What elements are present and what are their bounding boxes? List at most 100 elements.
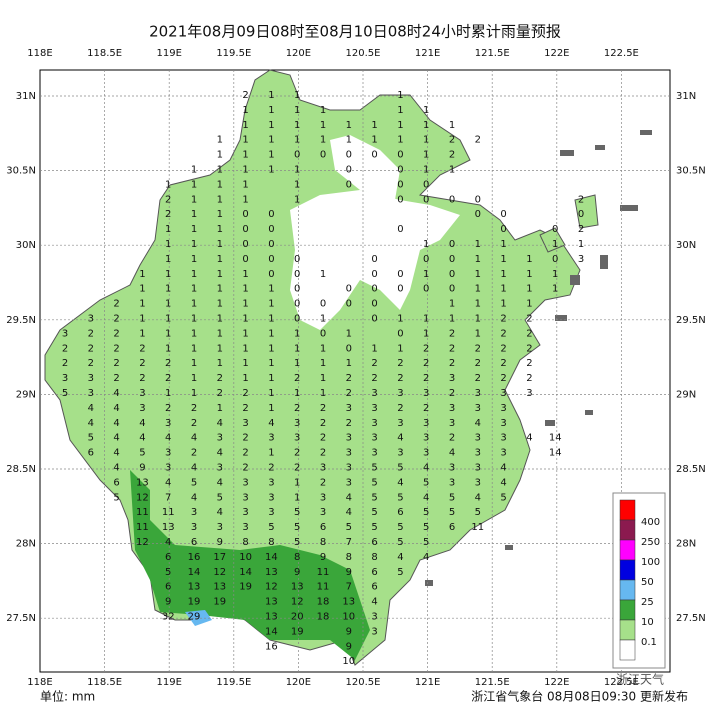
rain-value: 1 xyxy=(242,284,248,295)
rain-value: 1 xyxy=(294,194,300,205)
lat-label: 30.5N xyxy=(6,166,36,177)
graticule xyxy=(40,70,670,672)
rain-value: 1 xyxy=(217,299,223,310)
rain-value: 2 xyxy=(526,314,532,325)
rain-value: 19 xyxy=(239,582,252,593)
rain-value: 5 xyxy=(371,507,377,518)
rain-value: 2 xyxy=(475,135,481,146)
rain-value: 0 xyxy=(320,328,326,339)
rain-value: 4 xyxy=(371,597,377,608)
rain-value: 2 xyxy=(294,373,300,384)
rain-value: 1 xyxy=(139,328,145,339)
rain-value: 1 xyxy=(500,269,506,280)
rain-value: 1 xyxy=(139,314,145,325)
rain-value: 3 xyxy=(88,314,94,325)
rain-value: 3 xyxy=(268,507,274,518)
rain-value: 0 xyxy=(423,179,429,190)
rain-value: 7 xyxy=(165,492,171,503)
rain-value: 0 xyxy=(242,209,248,220)
rain-value: 5 xyxy=(62,388,68,399)
rain-value: 6 xyxy=(320,522,326,533)
rain-value: 1 xyxy=(294,135,300,146)
rain-value: 1 xyxy=(268,150,274,161)
rain-value: 1 xyxy=(423,150,429,161)
lon-label: 121.5E xyxy=(475,677,510,688)
rain-value: 1 xyxy=(552,284,558,295)
rain-value: 1 xyxy=(268,328,274,339)
rain-value: 5 xyxy=(217,492,223,503)
rain-value: 6 xyxy=(449,522,455,533)
rain-value: 1 xyxy=(242,165,248,176)
rain-value: 1 xyxy=(423,314,429,325)
rain-value: 1 xyxy=(268,135,274,146)
rain-value: 1 xyxy=(191,209,197,220)
rain-value: 3 xyxy=(371,626,377,637)
rain-value: 2 xyxy=(449,433,455,444)
rain-value: 2 xyxy=(449,358,455,369)
rain-value: 1 xyxy=(191,239,197,250)
rain-value: 3 xyxy=(500,433,506,444)
lon-label: 119E xyxy=(156,677,181,688)
rain-value: 1 xyxy=(423,239,429,250)
lat-label: 29.5N xyxy=(676,315,706,326)
rain-value: 9 xyxy=(320,552,326,563)
rain-value: 0 xyxy=(552,224,558,235)
rain-value: 1 xyxy=(217,254,223,265)
rain-value: 5 xyxy=(88,433,94,444)
rain-value: 2 xyxy=(242,448,248,459)
rain-value: 2 xyxy=(113,328,119,339)
rain-value: 2 xyxy=(217,388,223,399)
rain-value: 1 xyxy=(165,179,171,190)
rain-value: 5 xyxy=(113,492,119,503)
rainstorm-area xyxy=(185,610,212,626)
lon-label: 122.5E xyxy=(604,48,639,59)
rain-value: 2 xyxy=(217,373,223,384)
rain-value: 7 xyxy=(346,537,352,548)
lat-label: 28.5N xyxy=(6,464,36,475)
lat-label: 28N xyxy=(676,539,696,550)
rain-value: 1 xyxy=(449,120,455,131)
legend-swatch xyxy=(619,599,636,621)
rain-value: 3 xyxy=(449,418,455,429)
rain-value: 0 xyxy=(449,254,455,265)
rain-value: 0 xyxy=(268,269,274,280)
rain-value: 1 xyxy=(165,239,171,250)
rain-value: 2 xyxy=(242,403,248,414)
rain-value: 1 xyxy=(294,477,300,488)
rain-value: 1 xyxy=(500,239,506,250)
rain-value: 1 xyxy=(320,343,326,354)
rain-value: 5 xyxy=(268,522,274,533)
rain-value: 2 xyxy=(294,463,300,474)
rain-value: 0 xyxy=(423,254,429,265)
rain-value: 20 xyxy=(291,612,304,623)
rain-value: 1 xyxy=(475,239,481,250)
rain-value: 0 xyxy=(397,194,403,205)
rain-value: 8 xyxy=(268,537,274,548)
rain-value: 5 xyxy=(423,477,429,488)
rain-value: 0 xyxy=(371,269,377,280)
rain-value: 2 xyxy=(500,314,506,325)
rain-value: 1 xyxy=(294,388,300,399)
rain-value: 4 xyxy=(88,403,94,414)
rain-value: 6 xyxy=(397,507,403,518)
rain-value: 2 xyxy=(62,358,68,369)
rain-value: 2 xyxy=(423,358,429,369)
rain-value: 1 xyxy=(346,358,352,369)
rain-value: 2 xyxy=(268,463,274,474)
rain-value: 1 xyxy=(346,135,352,146)
rain-value: 2 xyxy=(449,328,455,339)
rain-value: 1 xyxy=(423,120,429,131)
rain-value: 3 xyxy=(397,418,403,429)
rain-value: 3 xyxy=(449,477,455,488)
rain-value: 2 xyxy=(320,448,326,459)
rain-value: 3 xyxy=(242,522,248,533)
rain-value: 3 xyxy=(320,507,326,518)
rain-value: 0 xyxy=(423,284,429,295)
rain-value: 12 xyxy=(291,597,304,608)
rain-value: 1 xyxy=(268,299,274,310)
rain-value: 0 xyxy=(397,224,403,235)
rain-value: 14 xyxy=(549,448,562,459)
rain-value: 1 xyxy=(268,388,274,399)
rain-value: 4 xyxy=(165,477,171,488)
rain-value: 3 xyxy=(423,448,429,459)
